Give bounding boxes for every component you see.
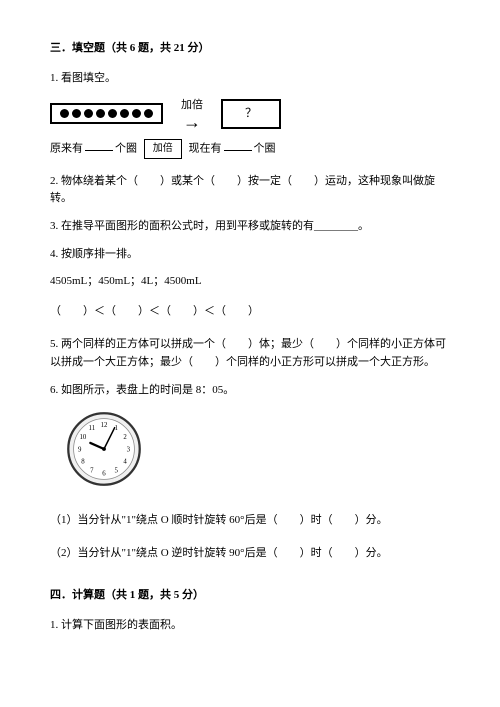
fill-mid: 现在有: [189, 142, 222, 154]
q6-sub1: （1）当分针从"1"绕点 O 顺时针旋转 60°后是（ ）时（ ）分。: [50, 512, 450, 530]
dot-icon: [144, 109, 153, 118]
fill-unit1: 个圈: [115, 142, 137, 154]
q1-diagram: 加倍 → ？: [50, 97, 450, 131]
clock-number: 4: [123, 459, 127, 466]
fill-prefix: 原来有: [50, 142, 83, 154]
clock-number: 9: [78, 446, 82, 453]
clock-svg: 121234567891011: [66, 411, 142, 487]
inline-box-label: 加倍: [144, 139, 182, 159]
section4: 四．计算题（共 1 题，共 5 分） 1. 计算下面图形的表面积。: [50, 587, 450, 634]
q4-label: 4. 按顺序排一排。: [50, 246, 450, 264]
blank-1: [85, 139, 113, 151]
dot-icon: [96, 109, 105, 118]
dot-icon: [84, 109, 93, 118]
clock-number: 8: [81, 459, 85, 466]
dot-icon: [132, 109, 141, 118]
dot-icon: [60, 109, 69, 118]
q6-label: 6. 如图所示，表盘上的时间是 8：05。: [50, 382, 450, 400]
clock-number: 2: [123, 434, 127, 441]
dot-icon: [108, 109, 117, 118]
q4-values: 4505mL；450mL；4L；4500mL: [50, 273, 450, 291]
blank-2: [224, 139, 252, 151]
q6-sub2: （2）当分针从"1"绕点 O 逆时针旋转 90°后是（ ）时（ ）分。: [50, 545, 450, 563]
clock-number: 7: [90, 467, 94, 474]
q1-label: 1. 看图填空。: [50, 70, 450, 88]
s4-q1: 1. 计算下面图形的表面积。: [50, 617, 450, 635]
clock-number: 5: [114, 467, 118, 474]
clock-number: 11: [89, 425, 96, 432]
clock-number: 3: [127, 446, 131, 453]
dot-icon: [120, 109, 129, 118]
section4-title: 四．计算题（共 1 题，共 5 分）: [50, 587, 450, 605]
q1-fill-line: 原来有 个圈 加倍 现在有 个圈: [50, 139, 450, 159]
clock-number: 12: [101, 422, 108, 429]
q5-text: 5. 两个同样的正方体可以拼成一个（ ）体；最少（ ）个同样的小正方体可以拼成一…: [50, 336, 450, 371]
q4-compare: （ ）＜（ ）＜（ ）＜（ ）: [50, 303, 450, 321]
clock-number: 6: [102, 471, 106, 478]
clock-diagram: 121234567891011: [66, 411, 450, 494]
clock-number: 10: [80, 434, 87, 441]
arrow-icon: →: [183, 113, 201, 131]
dot-icon: [72, 109, 81, 118]
fill-unit2: 个圈: [254, 142, 276, 154]
dots-box: [50, 103, 163, 124]
arrow-wrap: 加倍 →: [181, 97, 203, 131]
clock-center: [102, 447, 106, 451]
question-mark-box: ？: [221, 99, 281, 128]
section3-title: 三．填空题（共 6 题，共 21 分）: [50, 40, 450, 58]
q3-text: 3. 在推导平面图形的面积公式时，用到平移或旋转的有________。: [50, 218, 450, 236]
q2-text: 2. 物体绕着某个（ ）或某个（ ）按一定（ ）运动，这种现象叫做旋转。: [50, 173, 450, 208]
